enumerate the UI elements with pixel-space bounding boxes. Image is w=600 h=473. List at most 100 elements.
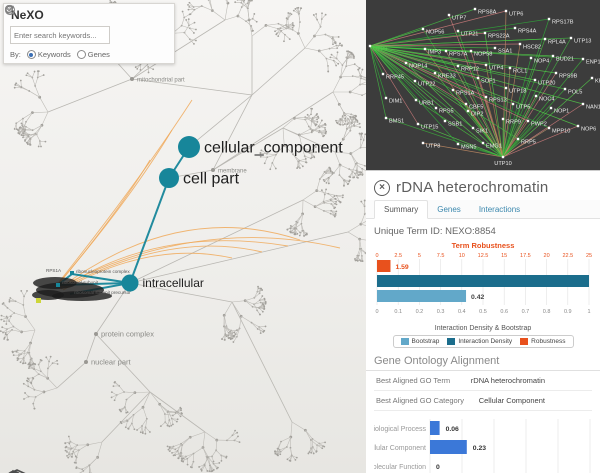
gene-node-NOC4 [534, 94, 538, 98]
svg-text:2.5: 2.5 [394, 253, 402, 259]
go-alignment-chart-graphic: 00.20.40.60.81Biological Process0.06Cell… [366, 419, 591, 473]
gene-label-MSN5: MSN5 [461, 145, 477, 151]
svg-text:15: 15 [501, 253, 507, 259]
gene-label-HSC82: HSC82 [523, 45, 541, 51]
gene-label-UTP9: UTP9 [373, 47, 387, 53]
gene-label-RRP5: RRP5 [521, 140, 536, 146]
svg-text:ribosomal subunit precursor: ribosomal subunit precursor [74, 290, 131, 295]
gene-label-SSB1: SSB1 [448, 122, 462, 128]
gene-label-BMS1: BMS1 [389, 119, 404, 125]
gene-node-RPS8A [473, 7, 477, 11]
tab-genes[interactable]: Genes [437, 205, 461, 214]
refresh-icon[interactable] [5, 5, 140, 42]
gene-label-NOP56: NOP56 [426, 30, 444, 36]
svg-text:0.5: 0.5 [479, 309, 487, 315]
gene-node-RPS13 [484, 95, 488, 99]
search-panel: NeXO ? By: Keywor [3, 3, 175, 64]
alignment-row: Best Aligned GO Category Cellular Compone… [374, 391, 592, 411]
term-title: rDNA heterochromatin [396, 179, 549, 196]
gene-node-RRP5 [516, 137, 520, 141]
gene-node-RPS17B [547, 17, 551, 21]
gene-label-UTP6: UTP6 [509, 12, 523, 18]
gene-node-BUD21 [551, 54, 555, 58]
gene-label-UTP22: UTP22 [418, 82, 435, 88]
search-by-label: By: [10, 50, 21, 59]
gene-label-UTP15: UTP15 [421, 125, 438, 131]
svg-text:0: 0 [375, 253, 378, 259]
svg-text:0.6: 0.6 [500, 309, 508, 315]
legend-interaction-density: Interaction Density [447, 338, 512, 345]
radio-keywords-label: Keywords [37, 50, 71, 59]
gene-node-UTP9 [368, 44, 372, 48]
gene-node-URB1 [414, 98, 418, 102]
radio-keywords[interactable]: Keywords [26, 50, 71, 59]
gene-label-BUD21: BUD21 [556, 57, 574, 63]
radio-genes[interactable]: Genes [76, 50, 110, 59]
gene-node-UTP7 [447, 13, 451, 17]
svg-text:5: 5 [418, 253, 421, 259]
svg-text:0: 0 [436, 464, 440, 471]
gene-label-UTP13: UTP13 [574, 39, 591, 45]
gene-node-UTP10 [501, 155, 505, 159]
gene-node-SSB1 [443, 119, 447, 123]
gene-node-UTP4 [484, 63, 488, 67]
gene-node-SSA1 [493, 46, 497, 50]
gene-label-RPS7A: RPS7A [449, 52, 468, 58]
gene-label-NAN1: NAN1 [586, 105, 600, 111]
gene-label-UTP7: UTP7 [452, 16, 466, 22]
svg-text:0.06: 0.06 [446, 426, 459, 433]
gene-node-UTP13 [569, 36, 573, 40]
gene-label-SOF1: SOF1 [481, 79, 496, 85]
robustness-chart: Term Robustness 0 2.5 5 7.5 10 12.5 15 17.5 20 22.… [366, 239, 600, 348]
gene-label-UTP10: UTP10 [494, 161, 511, 167]
tab-interactions[interactable]: Interactions [478, 205, 521, 214]
gene-network-canvas[interactable]: UTP9 UTP7 RPS8A UTP6 RPS17B NOP56 UTP21 RPS22A R… [366, 0, 600, 170]
gene-network-graphic[interactable]: UTP9 UTP7 RPS8A UTP6 RPS17B NOP56 UTP21 RPS22A R… [366, 0, 600, 170]
gene-node-SOF1 [476, 76, 480, 80]
gene-node-NAN1 [581, 102, 585, 106]
gene-node-POL5 [563, 87, 567, 91]
gene-node-UTP15 [416, 122, 420, 126]
gene-node-NOP56 [421, 27, 425, 31]
gene-node-DIM1 [384, 96, 388, 100]
gene-label-DIP2: DIP2 [471, 112, 483, 118]
gene-label-RPS9B: RPS9B [559, 74, 578, 80]
help-icon[interactable]: ? [4, 4, 154, 42]
collapse-panel-icon[interactable] [5, 7, 169, 42]
gene-label-RPS1A: RPS1A [456, 91, 475, 97]
gene-label-RPS5: RPS5 [439, 109, 454, 115]
cellular-component-node [178, 136, 200, 158]
term-detail-header: × rDNA heterochromatin [366, 171, 600, 200]
cell-part-label: cell part [183, 171, 240, 188]
svg-text:25: 25 [586, 253, 592, 259]
tab-summary[interactable]: Summary [374, 200, 429, 219]
gene-node-RRP45 [381, 72, 385, 76]
gene-label-RRP9: RRP9 [506, 120, 521, 126]
ontology-tree-graphic[interactable]: RPS1A ribonucleoprotein complex ribosomal … [0, 0, 366, 473]
gene-node-DIP2 [466, 109, 470, 113]
close-icon[interactable]: × [374, 179, 390, 196]
svg-text:0.1: 0.1 [394, 309, 402, 315]
gene-label-RPL4A: RPL4A [548, 40, 566, 46]
radio-genes-label: Genes [87, 50, 110, 59]
gene-label-NOP58: NOP58 [474, 52, 492, 58]
svg-text:Molecular Function: Molecular Function [374, 464, 426, 471]
gene-label-UTP20: UTP20 [538, 81, 555, 87]
gene-label-NOP6: NOP6 [581, 127, 596, 133]
gene-node-RPS7A [444, 49, 448, 53]
mitochondrial-part-label: mitochondrial part [137, 78, 185, 84]
term-id-value: NEXO:8854 [445, 226, 496, 237]
gene-node-NOP6 [576, 124, 580, 128]
search-input[interactable] [10, 26, 110, 44]
gene-node-KRR1 [590, 76, 594, 80]
svg-text:0.7: 0.7 [522, 309, 530, 315]
ontology-canvas[interactable]: RPS1A ribonucleoprotein complex ribosomal … [0, 0, 366, 473]
protein-complex-label: protein complex [101, 330, 154, 339]
svg-text:20: 20 [544, 253, 550, 259]
search-icon[interactable] [4, 4, 125, 42]
gene-label-RCL1: RCL1 [513, 69, 527, 75]
svg-text:Term Robustness: Term Robustness [452, 241, 515, 250]
gene-label-RRP12: RRP12 [461, 67, 479, 73]
gene-label-RPS4A: RPS4A [518, 29, 537, 35]
